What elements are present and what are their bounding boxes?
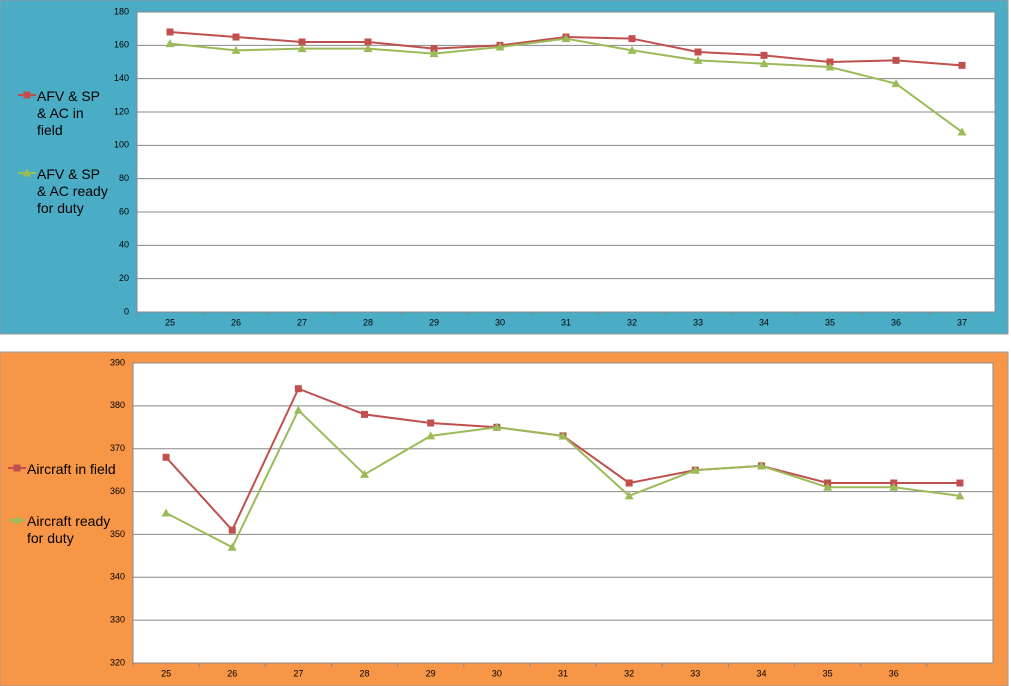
marker bbox=[889, 482, 899, 491]
x-tick-label: 30 bbox=[492, 668, 502, 678]
marker bbox=[690, 465, 700, 474]
marker bbox=[13, 464, 21, 472]
y-tick-label: 340 bbox=[110, 572, 125, 582]
x-tick-label: 29 bbox=[426, 668, 436, 678]
x-tick-label: 25 bbox=[165, 317, 175, 327]
x-tick-label: 30 bbox=[495, 317, 505, 327]
y-tick-label: 160 bbox=[114, 40, 129, 50]
marker bbox=[22, 168, 32, 177]
marker bbox=[492, 422, 502, 431]
marker bbox=[360, 469, 370, 478]
x-tick-label: 37 bbox=[957, 317, 967, 327]
x-tick-label: 35 bbox=[823, 668, 833, 678]
marker bbox=[694, 48, 702, 56]
x-tick-label: 31 bbox=[561, 317, 571, 327]
y-tick-label: 350 bbox=[110, 529, 125, 539]
x-tick-label: 33 bbox=[693, 317, 703, 327]
marker bbox=[227, 542, 237, 551]
marker bbox=[228, 526, 236, 534]
x-tick-label: 26 bbox=[231, 317, 241, 327]
x-tick-label: 26 bbox=[227, 668, 237, 678]
marker bbox=[297, 44, 307, 53]
x-tick-label: 29 bbox=[429, 317, 439, 327]
x-tick-label: 31 bbox=[558, 668, 568, 678]
marker bbox=[361, 410, 369, 418]
marker bbox=[364, 38, 372, 46]
marker bbox=[891, 79, 901, 88]
marker bbox=[956, 479, 964, 487]
x-tick-label: 32 bbox=[624, 668, 634, 678]
marker bbox=[958, 61, 966, 69]
y-tick-label: 380 bbox=[110, 400, 125, 410]
y-tick-label: 140 bbox=[114, 73, 129, 83]
x-tick-label: 36 bbox=[889, 668, 899, 678]
legend-label: Aircraft in field bbox=[27, 461, 116, 477]
marker bbox=[892, 56, 900, 64]
marker bbox=[624, 491, 634, 500]
marker bbox=[166, 28, 174, 36]
x-tick-label: 28 bbox=[360, 668, 370, 678]
y-tick-label: 370 bbox=[110, 443, 125, 453]
x-tick-label: 34 bbox=[756, 668, 766, 678]
x-tick-label: 27 bbox=[297, 317, 307, 327]
marker bbox=[430, 45, 438, 53]
marker bbox=[231, 45, 241, 54]
marker bbox=[825, 62, 835, 71]
marker bbox=[957, 127, 967, 136]
marker bbox=[628, 35, 636, 43]
y-tick-label: 80 bbox=[119, 173, 129, 183]
marker bbox=[826, 58, 834, 66]
y-tick-label: 0 bbox=[124, 306, 129, 316]
y-tick-label: 60 bbox=[119, 206, 129, 216]
y-tick-label: 20 bbox=[119, 273, 129, 283]
x-tick-label: 28 bbox=[363, 317, 373, 327]
legend-label: AFV & SP & AC ready for duty bbox=[37, 166, 108, 216]
marker bbox=[558, 431, 568, 440]
y-tick-label: 100 bbox=[114, 140, 129, 150]
legend-label: AFV & SP & AC in field bbox=[37, 88, 100, 138]
marker bbox=[759, 59, 769, 68]
marker bbox=[823, 482, 833, 491]
plot-area bbox=[136, 11, 996, 313]
y-tick-label: 330 bbox=[110, 615, 125, 625]
y-tick-label: 180 bbox=[114, 6, 129, 16]
marker bbox=[12, 515, 22, 524]
plot-area bbox=[132, 362, 994, 664]
y-tick-label: 360 bbox=[110, 486, 125, 496]
x-tick-label: 34 bbox=[759, 317, 769, 327]
marker bbox=[232, 33, 240, 41]
x-tick-label: 32 bbox=[627, 317, 637, 327]
marker bbox=[760, 51, 768, 59]
marker bbox=[955, 491, 965, 500]
x-tick-label: 36 bbox=[891, 317, 901, 327]
marker bbox=[429, 49, 439, 58]
marker bbox=[426, 431, 436, 440]
y-tick-label: 390 bbox=[110, 357, 125, 367]
marker bbox=[298, 38, 306, 46]
marker bbox=[162, 453, 170, 461]
legend-label: Aircraft ready for duty bbox=[27, 513, 111, 546]
marker bbox=[294, 385, 302, 393]
x-tick-label: 35 bbox=[825, 317, 835, 327]
marker bbox=[23, 91, 31, 99]
y-tick-label: 40 bbox=[119, 240, 129, 250]
marker bbox=[561, 34, 571, 43]
marker bbox=[693, 55, 703, 64]
marker bbox=[293, 405, 303, 414]
marker bbox=[165, 39, 175, 48]
x-tick-label: 27 bbox=[293, 668, 303, 678]
marker bbox=[427, 419, 435, 427]
marker bbox=[495, 42, 505, 51]
marker bbox=[161, 508, 171, 517]
marker bbox=[363, 44, 373, 53]
marker bbox=[756, 461, 766, 470]
marker bbox=[625, 479, 633, 487]
marker bbox=[627, 45, 637, 54]
x-tick-label: 33 bbox=[690, 668, 700, 678]
x-tick-label: 25 bbox=[161, 668, 171, 678]
y-tick-label: 120 bbox=[114, 106, 129, 116]
y-tick-label: 320 bbox=[110, 657, 125, 667]
